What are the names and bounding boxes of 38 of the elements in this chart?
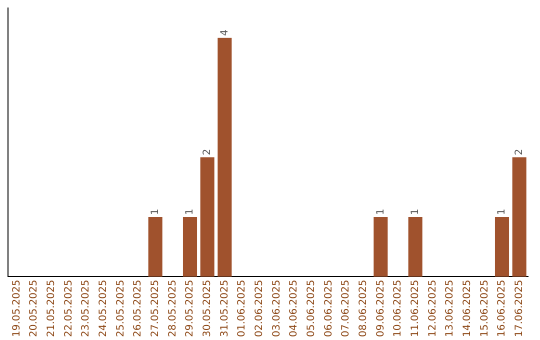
x-tick-label: 27.05.2025 [150, 280, 161, 338]
x-tick-label: 20.05.2025 [28, 280, 40, 338]
x-tick-label: 11.06.2025 [410, 280, 421, 338]
x-tick-label: 04.06.2025 [288, 280, 300, 338]
data-label: 1 [410, 208, 421, 216]
x-tick-label: 10.06.2025 [392, 280, 404, 338]
x-tick-label: 26.05.2025 [132, 280, 144, 338]
x-tick-label: 15.06.2025 [479, 280, 490, 338]
x-tick-label: 09.06.2025 [375, 280, 386, 338]
x-tick-label: 23.05.2025 [80, 280, 92, 338]
x-tick-label: 28.05.2025 [167, 280, 178, 338]
x-tick-label: 25.05.2025 [115, 280, 126, 338]
data-label: 2 [514, 148, 525, 156]
x-tick-label: 30.05.2025 [202, 280, 213, 338]
data-label: 1 [150, 208, 161, 216]
x-tick-label: 06.06.2025 [323, 280, 334, 338]
x-tick-label: 17.06.2025 [514, 280, 525, 338]
x-tick-label: 07.06.2025 [340, 280, 352, 338]
x-tick-label: 05.06.2025 [306, 280, 317, 338]
x-tick-label: 29.05.2025 [184, 280, 196, 338]
x-tick-label: 01.06.2025 [236, 280, 248, 338]
data-label: 1 [496, 208, 508, 216]
data-label: 2 [202, 148, 213, 156]
x-tick-label: 02.06.2025 [254, 280, 265, 338]
data-label: 1 [184, 208, 196, 216]
x-tick-label: 03.06.2025 [271, 280, 282, 338]
x-tick-label: 12.06.2025 [427, 280, 438, 338]
data-label: 1 [375, 208, 386, 216]
x-tick-label: 13.06.2025 [444, 280, 456, 338]
x-tick-label: 16.06.2025 [496, 280, 508, 338]
x-tick-label: 22.05.2025 [63, 280, 74, 338]
x-tick-label: 24.05.2025 [98, 280, 109, 338]
x-tick-label: 08.06.2025 [358, 280, 369, 338]
x-tick-label: 31.05.2025 [219, 280, 230, 338]
data-label: 4 [219, 29, 230, 36]
x-tick-label: 21.05.2025 [46, 280, 57, 338]
x-tick-label: 14.06.2025 [462, 280, 473, 338]
x-tick-label: 19.05.2025 [11, 280, 22, 338]
